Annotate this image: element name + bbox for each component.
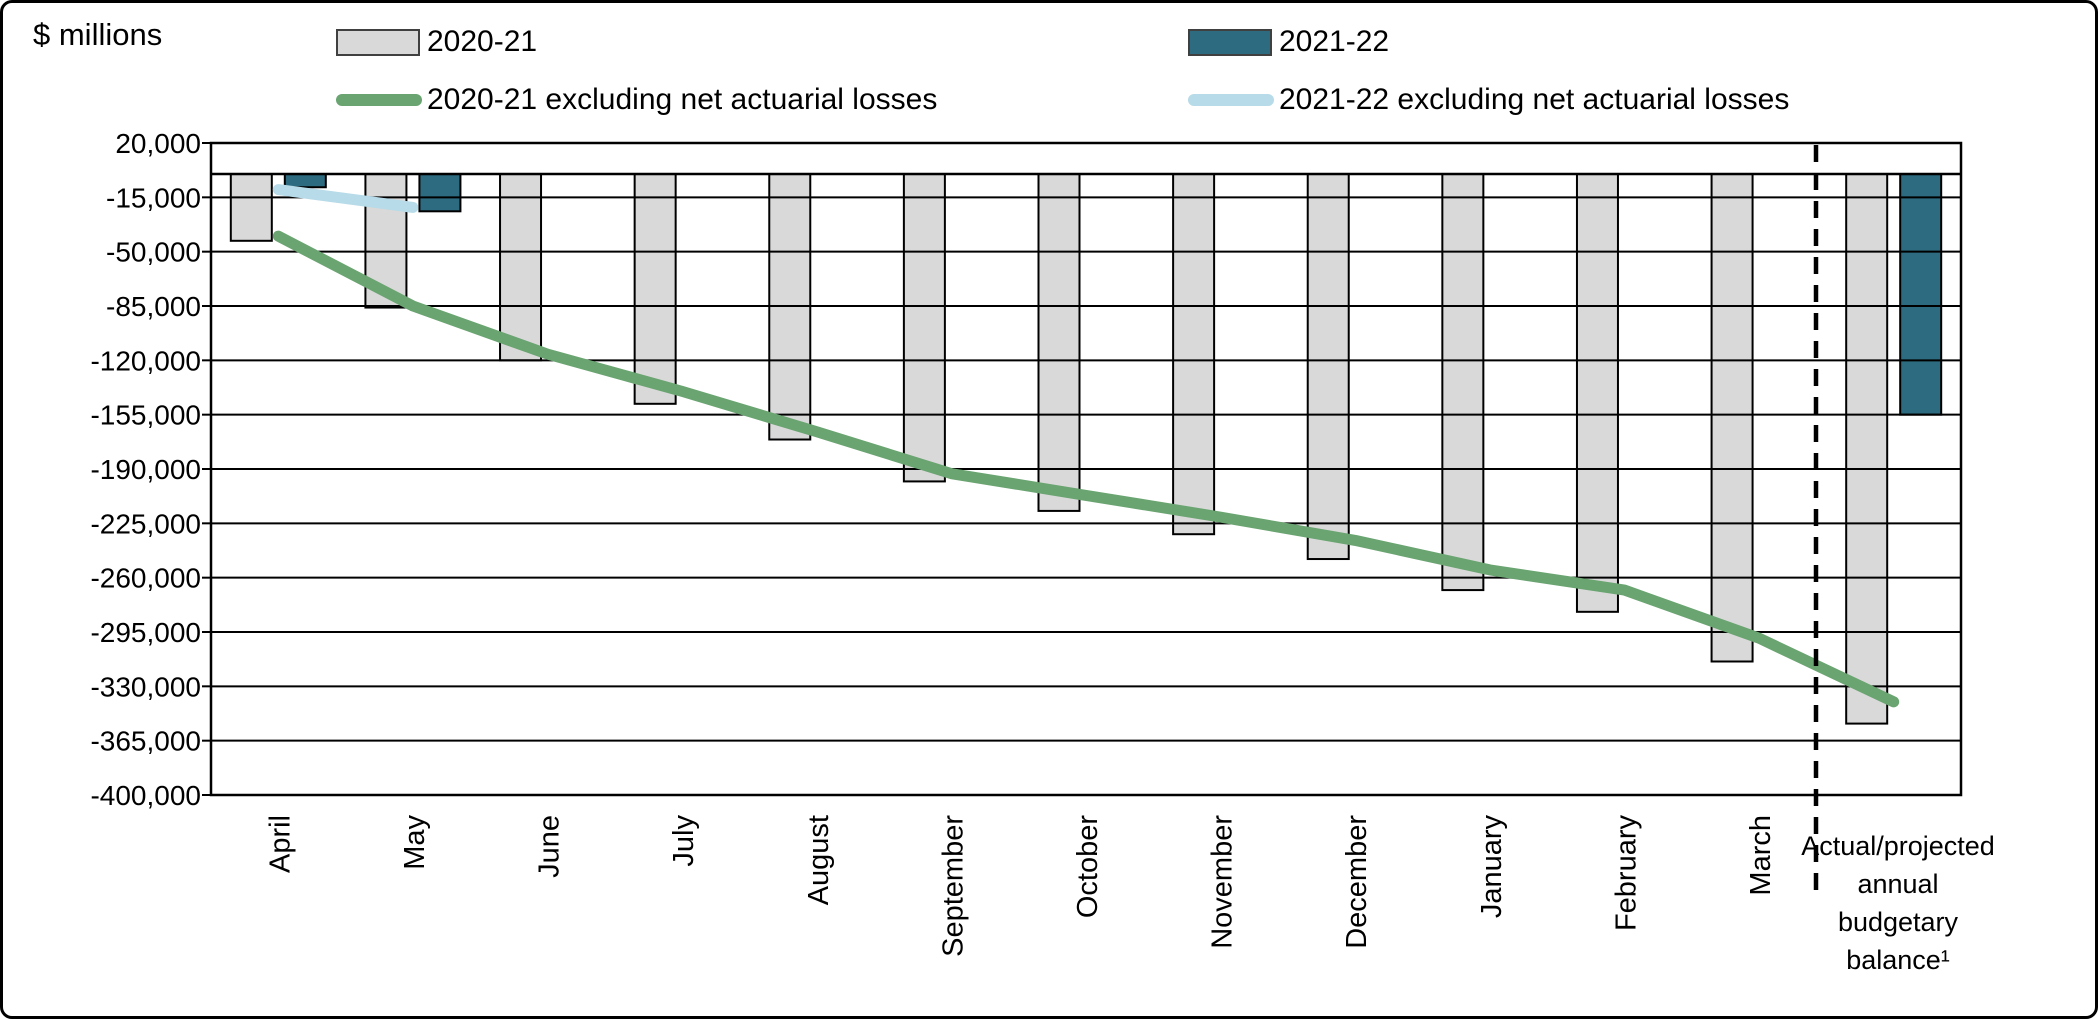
x-axis-label-month: January <box>1476 815 1508 919</box>
bar-2021-22-may <box>418 173 462 213</box>
legend-swatch-2020-21-line <box>336 94 422 106</box>
bar-2020-21-actual/projected <box>1845 173 1889 725</box>
bar-2020-21-october <box>1037 173 1081 512</box>
x-axis-label-month: August <box>803 815 835 905</box>
chart-plot: 20,000 -15,000 -50,000 -85,000 -120,000 -155,… <box>90 128 1995 975</box>
bar-2020-21-april <box>229 173 273 242</box>
y-axis-label: -260,000 <box>90 563 201 594</box>
x-axis-label-month: May <box>399 815 431 870</box>
line-2020-21-excluding-net-actuarial-losses <box>272 230 1900 708</box>
legend-swatch-2021-22-bar <box>1188 28 1272 56</box>
y-axis-label: -400,000 <box>90 780 201 811</box>
bar-2021-22-actual/projected <box>1899 173 1943 416</box>
y-axis-label: 20,000 <box>115 128 201 159</box>
x-axis-label-month: November <box>1207 815 1239 949</box>
bar-2020-21-september <box>902 173 946 483</box>
line-2021-22-excluding-net-actuarial-losses <box>272 184 419 213</box>
y-axis-label: -365,000 <box>90 726 201 757</box>
bar-2020-21-march <box>1710 173 1754 663</box>
y-axis-label: -15,000 <box>106 182 201 213</box>
legend-label-2021-22: 2021-22 <box>1279 25 1390 58</box>
plot-border <box>209 141 1963 797</box>
legend-item-2021-22: 2021-22 <box>1188 25 1389 59</box>
bar-2020-21-january <box>1441 173 1485 592</box>
x-axis-label-month: April <box>264 815 296 873</box>
bar-2020-21-november <box>1172 173 1216 536</box>
y-axis-label: -225,000 <box>90 508 201 539</box>
x-axis-label-annual-balance: Actual/projected annual budgetary balance¹ <box>1801 831 1995 975</box>
bar-2020-21-february <box>1575 173 1619 613</box>
y-axis-label: -120,000 <box>90 345 201 376</box>
legend-item-2020-21-excl: 2020-21 excluding net actuarial losses <box>336 83 937 117</box>
bar-2020-21-june <box>499 173 543 362</box>
legend-label-2021-22-excl: 2021-22 excluding net actuarial losses <box>1279 83 1790 116</box>
x-axis-label-month: March <box>1745 815 1777 896</box>
y-axis-label: -50,000 <box>106 237 201 268</box>
x-axis-label-month: December <box>1341 815 1373 949</box>
bar-2020-21-may <box>364 173 408 309</box>
y-axis-label: -330,000 <box>90 671 201 702</box>
bar-2020-21-july <box>633 173 677 405</box>
y-axis-label: -155,000 <box>90 400 201 431</box>
x-axis-label-month: June <box>534 815 566 878</box>
axis-units-title: $ millions <box>33 17 163 52</box>
legend-label-2020-21: 2020-21 <box>427 25 538 58</box>
legend-swatch-2021-22-line <box>1188 94 1274 106</box>
x-axis-label-month: September <box>937 815 969 957</box>
legend-label-2020-21-excl: 2020-21 excluding net actuarial losses <box>427 83 938 116</box>
y-axis-label: -85,000 <box>106 291 201 322</box>
legend-item-2021-22-excl: 2021-22 excluding net actuarial losses <box>1188 83 1789 117</box>
legend-item-2020-21: 2020-21 <box>336 25 537 59</box>
bar-2021-22-april <box>283 173 327 189</box>
x-axis-label-month: February <box>1610 815 1642 932</box>
x-axis-label-month: October <box>1072 815 1104 918</box>
y-axis-label: -295,000 <box>90 617 201 648</box>
x-axis-label-month: July <box>668 815 700 867</box>
legend-swatch-2020-21-bar <box>336 28 420 56</box>
bar-2020-21-december <box>1306 173 1350 561</box>
y-axis-label: -190,000 <box>90 454 201 485</box>
